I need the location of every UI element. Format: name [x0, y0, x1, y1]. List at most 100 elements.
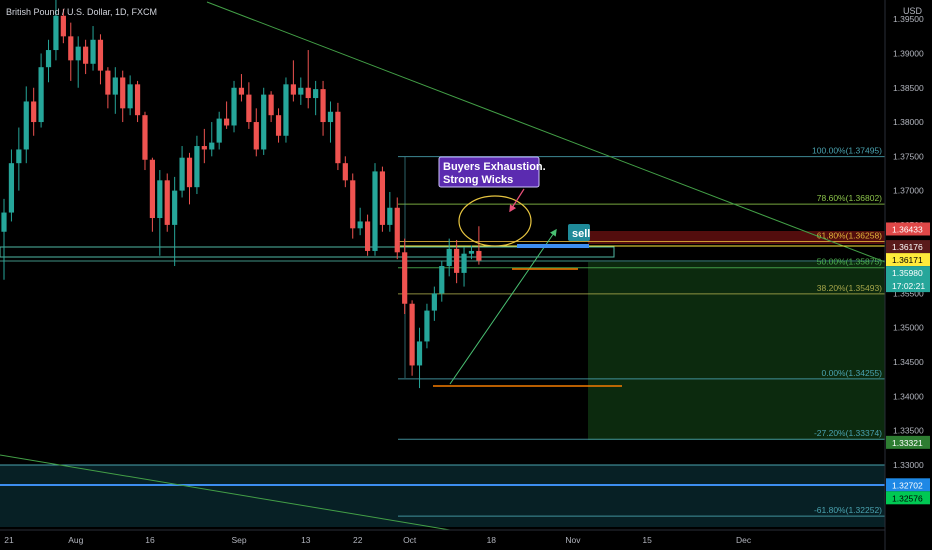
candle-body — [209, 142, 215, 150]
candle-body — [379, 171, 386, 225]
candle-body — [283, 84, 289, 136]
candle-body — [53, 15, 59, 51]
time-tick-label: 15 — [642, 535, 652, 545]
price-badge — [886, 253, 930, 267]
fib-label: 100.00%(1.37495) — [812, 146, 882, 156]
candle-body — [201, 146, 207, 150]
price-tick-label: 1.37000 — [893, 186, 924, 196]
price-tick-label: 1.39000 — [893, 48, 924, 58]
candle-body — [372, 171, 378, 251]
candle-body — [461, 253, 467, 273]
candle-body — [416, 341, 423, 366]
candle-body — [186, 157, 193, 188]
fib-label: 38.20%(1.35493) — [817, 283, 882, 293]
ascending-arrow-line — [449, 228, 557, 385]
price-badge — [886, 435, 930, 449]
candle-body — [335, 111, 341, 164]
candle-body — [31, 101, 37, 123]
candle-body — [387, 207, 393, 225]
lower-zone-band — [0, 465, 885, 527]
time-tick-label: Oct — [403, 535, 417, 545]
price-badge-text: 1.35980 — [892, 268, 923, 278]
candle-body — [261, 94, 267, 150]
candle-body — [327, 111, 334, 123]
chart-title: British Pound / U.S. Dollar, 1D, FXCM — [6, 7, 157, 17]
candle-body — [468, 250, 475, 254]
price-badge-text: 1.36171 — [892, 255, 923, 265]
sell-tag-box — [568, 224, 590, 241]
time-tick-label: 21 — [4, 535, 14, 545]
candle-body — [364, 221, 371, 251]
fib-label: 0.00%(1.34255) — [822, 368, 883, 378]
price-badge-text: 1.32576 — [892, 493, 923, 503]
currency-label: USD — [903, 6, 923, 16]
fib-label: 61.80%(1.36258) — [817, 230, 882, 240]
time-axis-ticks: 21 Aug 16 Sep 13 22 Oct 18 Nov 15 Dec — [4, 535, 752, 545]
candle-body — [16, 149, 22, 164]
candle-body — [97, 39, 104, 71]
price-tick-label: 1.33500 — [893, 426, 924, 436]
resistance-band — [0, 246, 615, 258]
candle-body — [90, 39, 96, 64]
time-tick-label: Aug — [68, 535, 83, 545]
candle-body — [476, 250, 482, 261]
price-badge — [886, 478, 930, 492]
candle-body — [246, 94, 252, 123]
candle-body — [45, 50, 52, 68]
fibonacci-levels: 100.00%(1.37495) 78.60%(1.36802) 61.80%(1.… — [398, 146, 885, 517]
price-badge-text: 1.32702 — [892, 480, 923, 490]
candle-body — [1, 212, 7, 232]
price-badge — [886, 240, 930, 254]
time-tick-label: Sep — [231, 535, 246, 545]
callout-line-2: Strong Wicks — [443, 174, 513, 186]
lower-descending-trendline — [0, 454, 451, 531]
candle-body — [275, 115, 282, 136]
candle-body — [75, 46, 81, 61]
candle-body — [394, 207, 400, 253]
candle-body — [120, 77, 126, 109]
price-badge-text: 1.36433 — [892, 224, 923, 234]
candle-body — [60, 15, 66, 37]
time-tick-label: 13 — [301, 535, 311, 545]
fib-label: 78.60%(1.36802) — [817, 193, 882, 203]
candle-body — [224, 118, 230, 126]
descending-trendline — [206, 1, 886, 263]
candle-body — [424, 310, 430, 342]
price-badge-text: 1.33321 — [892, 438, 923, 448]
target-zone — [588, 262, 885, 440]
candle-body — [409, 303, 415, 366]
candle-body — [231, 87, 237, 126]
candle-body — [350, 180, 356, 229]
price-badge — [886, 222, 930, 236]
candle-body — [68, 36, 74, 61]
candle-body — [342, 163, 348, 181]
price-badges: 1.36433 1.36176 1.36171 1.35980 17:02:21 1.33… — [886, 222, 930, 505]
stop-zone — [588, 231, 885, 244]
time-tick-label: Dec — [736, 535, 752, 545]
candle-body — [216, 118, 222, 143]
price-tick-label: 1.33000 — [893, 460, 924, 470]
candle-body — [23, 101, 29, 150]
candle-body — [142, 115, 148, 160]
candle-body — [8, 163, 15, 213]
fib-label: -27.20%(1.33374) — [814, 428, 882, 438]
exhaustion-circle — [458, 195, 532, 247]
callout-line-1: Buyers Exhaustion. — [443, 161, 546, 173]
candles — [1, 0, 482, 389]
candle-body — [357, 221, 363, 229]
price-tick-label: 1.37500 — [893, 151, 924, 161]
candle-body — [305, 87, 311, 99]
candle-body — [83, 46, 89, 64]
price-tick-label: 1.38000 — [893, 117, 924, 127]
candle-body — [439, 266, 445, 294]
candle-body — [446, 248, 452, 267]
candle-body — [179, 157, 185, 191]
candle-body — [38, 67, 44, 123]
candle-body — [402, 252, 408, 304]
price-tick-label: 1.34500 — [893, 357, 924, 367]
price-tick-label: 1.35000 — [893, 323, 924, 333]
price-tick-label: 1.35500 — [893, 288, 924, 298]
fib-label: 50.00%(1.35875) — [817, 257, 882, 267]
price-tick-label: 1.34000 — [893, 391, 924, 401]
